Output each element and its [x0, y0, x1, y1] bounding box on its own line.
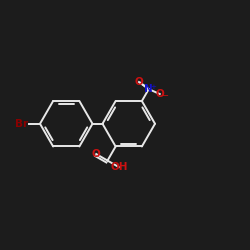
- Text: +: +: [150, 84, 156, 89]
- Text: O: O: [92, 149, 100, 159]
- Text: O: O: [156, 89, 164, 99]
- Text: OH: OH: [110, 162, 128, 172]
- Text: Br: Br: [15, 119, 28, 129]
- Text: −: −: [161, 91, 168, 100]
- Text: O: O: [134, 77, 143, 87]
- Text: N: N: [144, 84, 153, 94]
